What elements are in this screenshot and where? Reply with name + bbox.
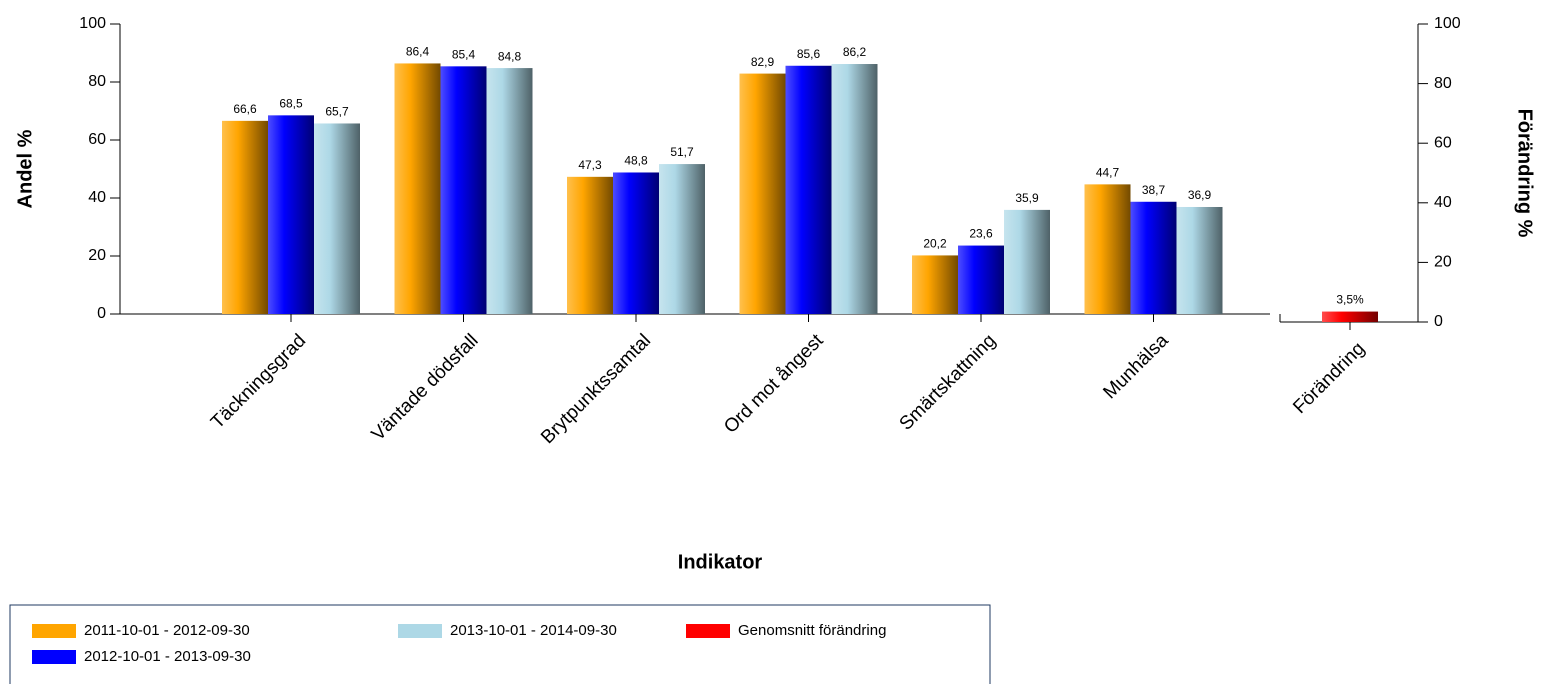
data-label: 35,9 bbox=[1015, 191, 1039, 205]
bar bbox=[1176, 206, 1223, 314]
data-label: 44,7 bbox=[1096, 166, 1120, 180]
bar bbox=[222, 120, 268, 314]
y2-tick-label: 100 bbox=[1434, 15, 1461, 32]
legend-swatch bbox=[32, 624, 76, 638]
y2-tick-label: 40 bbox=[1434, 194, 1452, 211]
data-label: 48,8 bbox=[624, 154, 648, 168]
bar bbox=[912, 255, 958, 314]
data-label: 85,6 bbox=[797, 47, 821, 61]
y-tick-label: 40 bbox=[88, 189, 106, 206]
data-label: 82,9 bbox=[751, 55, 775, 69]
data-label: 85,4 bbox=[452, 48, 476, 62]
legend-swatch bbox=[686, 624, 730, 638]
data-label: 20,2 bbox=[923, 237, 947, 251]
legend-swatch bbox=[398, 624, 442, 638]
y2-tick-label: 20 bbox=[1434, 254, 1452, 271]
bar bbox=[394, 63, 441, 314]
data-label: 65,7 bbox=[325, 105, 349, 119]
legend-label: Genomsnitt förändring bbox=[738, 622, 886, 639]
x-tick-label: Förändring bbox=[1289, 338, 1369, 418]
data-label: 23,6 bbox=[969, 227, 993, 241]
bar bbox=[958, 245, 1004, 314]
y-tick-label: 100 bbox=[79, 15, 106, 32]
data-label: 47,3 bbox=[578, 158, 602, 172]
x-tick-label: Brytpunktssamtal bbox=[537, 330, 655, 448]
y-tick-label: 0 bbox=[97, 305, 106, 322]
legend-label: 2012-10-01 - 2013-09-30 bbox=[84, 648, 251, 665]
bar bbox=[1130, 201, 1177, 314]
data-label: 68,5 bbox=[279, 97, 303, 111]
bar bbox=[1004, 209, 1050, 314]
bar bbox=[739, 73, 786, 314]
bar bbox=[1322, 311, 1378, 322]
bar bbox=[567, 176, 613, 314]
legend-label: 2013-10-01 - 2014-09-30 bbox=[450, 622, 617, 639]
bar bbox=[314, 123, 360, 314]
bar bbox=[785, 65, 832, 314]
data-label: 38,7 bbox=[1142, 183, 1166, 197]
x-axis-title: Indikator bbox=[678, 551, 763, 573]
data-label: 84,8 bbox=[498, 49, 522, 63]
bar bbox=[440, 66, 487, 314]
y-tick-label: 80 bbox=[88, 73, 106, 90]
legend-label: 2011-10-01 - 2012-09-30 bbox=[84, 622, 250, 639]
legend-swatch bbox=[32, 650, 76, 664]
data-label: 36,9 bbox=[1188, 188, 1212, 202]
x-tick-label: Munhälsa bbox=[1099, 330, 1172, 403]
y-tick-label: 20 bbox=[88, 247, 106, 264]
bar bbox=[659, 164, 705, 314]
data-label: 51,7 bbox=[670, 145, 694, 159]
legend bbox=[9, 604, 991, 684]
y2-tick-label: 80 bbox=[1434, 75, 1452, 92]
bar bbox=[1084, 184, 1131, 314]
data-label: 86,4 bbox=[406, 45, 430, 59]
bar bbox=[268, 115, 314, 314]
y2-tick-label: 60 bbox=[1434, 134, 1452, 151]
y-tick-label: 60 bbox=[88, 131, 106, 148]
data-label: 66,6 bbox=[233, 102, 257, 116]
data-label: 86,2 bbox=[843, 45, 867, 59]
y2-tick-label: 0 bbox=[1434, 313, 1443, 330]
x-tick-label: Täckningsgrad bbox=[207, 330, 310, 433]
y2-axis-title: Förändring % bbox=[1514, 109, 1536, 238]
bar bbox=[831, 64, 878, 315]
x-tick-label: Smärtskattning bbox=[896, 330, 1000, 434]
x-tick-label: Väntade dödsfall bbox=[368, 330, 483, 445]
y-axis-title: Andel % bbox=[14, 129, 36, 208]
data-label: 3,5% bbox=[1336, 293, 1364, 307]
bar bbox=[613, 172, 659, 314]
x-tick-label: Ord mot ångest bbox=[720, 330, 828, 438]
bar bbox=[486, 68, 533, 314]
